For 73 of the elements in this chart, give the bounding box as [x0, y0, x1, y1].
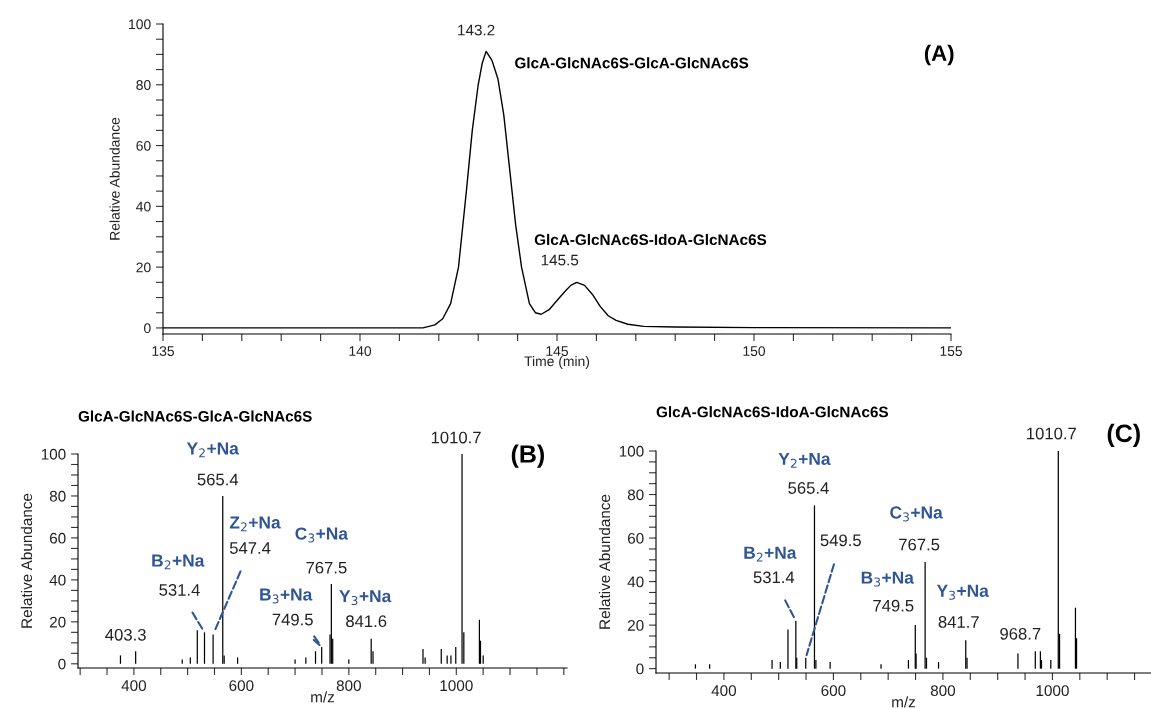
- y-tick-label: 60: [627, 532, 644, 544]
- annotation: B$_{3}$+Na: [861, 571, 914, 587]
- annotation: 968.7: [1000, 627, 1041, 640]
- y-tick-label: 100: [619, 445, 644, 457]
- y-tick-label: 80: [136, 80, 151, 90]
- annotation: (A): [924, 44, 954, 66]
- annotation: 143.2: [458, 24, 495, 36]
- y-axis-title: Relative Abundance: [20, 493, 33, 628]
- x-tick-label: 155: [940, 346, 963, 357]
- annotation: B$_{2}$+Na: [744, 546, 797, 562]
- annotation: 1010.7: [1027, 427, 1076, 440]
- y-tick-label: 20: [136, 262, 151, 273]
- y-tick-label: 100: [129, 19, 151, 30]
- x-tick-label: 600: [821, 685, 846, 697]
- y-tick-label: 60: [49, 532, 66, 544]
- annotation: 767.5: [899, 538, 940, 551]
- annotation: B$_{2}$+Na: [152, 554, 205, 570]
- y-tick-label: 40: [136, 201, 151, 212]
- x-axis-title: m/z: [892, 696, 916, 708]
- y-tick-label: 80: [627, 489, 644, 501]
- x-tick-label: 1000: [1036, 685, 1069, 697]
- annotation: Y$_{3}$+Na: [339, 590, 392, 606]
- annotation: 749.5: [272, 613, 313, 626]
- annotation: (B): [511, 444, 544, 468]
- annotation: B$_{3}$+Na: [260, 588, 313, 604]
- annotation: 403.3: [105, 628, 146, 641]
- y-axis-title: Relative Abundance: [598, 494, 611, 629]
- x-tick-label: 600: [229, 680, 254, 692]
- annotation: 531.4: [159, 584, 200, 596]
- annotation: 767.5: [306, 561, 347, 574]
- x-tick-label: 400: [711, 685, 737, 697]
- annotation: 565.4: [788, 482, 829, 494]
- annotation: 565.4: [197, 473, 239, 486]
- x-tick-label: 145: [546, 346, 569, 357]
- annotation: C$_{3}$+Na: [295, 527, 349, 543]
- x-tick-label: 400: [121, 680, 147, 692]
- y-tick-label: 20: [627, 619, 644, 631]
- y-tick-label: 0: [144, 323, 151, 334]
- x-tick-label: 135: [152, 346, 175, 357]
- annotation: GlcA-GlcNAc6S-GlcA-GlcNAc6S: [515, 57, 749, 69]
- x-axis-title: m/z: [311, 691, 335, 703]
- annotation: Z$_{2}$+Na: [229, 516, 281, 532]
- y-tick-label: 0: [58, 658, 66, 670]
- y-tick-label: 40: [49, 574, 66, 586]
- annotation: 749.5: [873, 599, 914, 612]
- y-tick-label: 0: [636, 663, 644, 675]
- annotation: C$_{3}$+Na: [890, 506, 943, 522]
- y-tick-label: 100: [41, 448, 66, 460]
- y-tick-label: 60: [136, 140, 151, 151]
- y-tick-label: 40: [627, 576, 644, 588]
- annotation: 1010.7: [431, 431, 481, 444]
- y-tick-label: 80: [49, 490, 66, 502]
- x-axis-title: Time (min): [524, 355, 590, 369]
- x-tick-label: 800: [930, 685, 956, 697]
- x-tick-label: 150: [743, 346, 766, 357]
- x-tick-label: 800: [336, 680, 361, 692]
- x-tick-label: 140: [349, 346, 372, 357]
- y-tick-label: 20: [49, 616, 66, 628]
- chart-title: GlcA-GlcNAc6S-IdoA-GlcNAc6S: [656, 406, 889, 418]
- x-tick-label: 1000: [440, 680, 473, 692]
- annotation: 549.5: [820, 534, 861, 547]
- annotation: GlcA-GlcNAc6S-IdoA-GlcNAc6S: [534, 233, 767, 246]
- annotation: Y$_{2}$+Na: [186, 442, 239, 458]
- chart-title: GlcA-GlcNAc6S-GlcA-GlcNAc6S: [78, 410, 312, 422]
- annotation: 547.4: [229, 542, 271, 554]
- annotation: 841.6: [346, 615, 387, 628]
- annotation: 531.4: [753, 571, 795, 584]
- annotation: Y$_{2}$+Na: [778, 452, 831, 468]
- text: (C): [1107, 423, 1140, 448]
- annotation: Y$_{3}$+Na: [936, 584, 989, 600]
- annotation: 841.7: [938, 616, 979, 628]
- annotation: 145.5: [541, 254, 579, 266]
- y-axis-title: Relative Abundance: [109, 117, 120, 240]
